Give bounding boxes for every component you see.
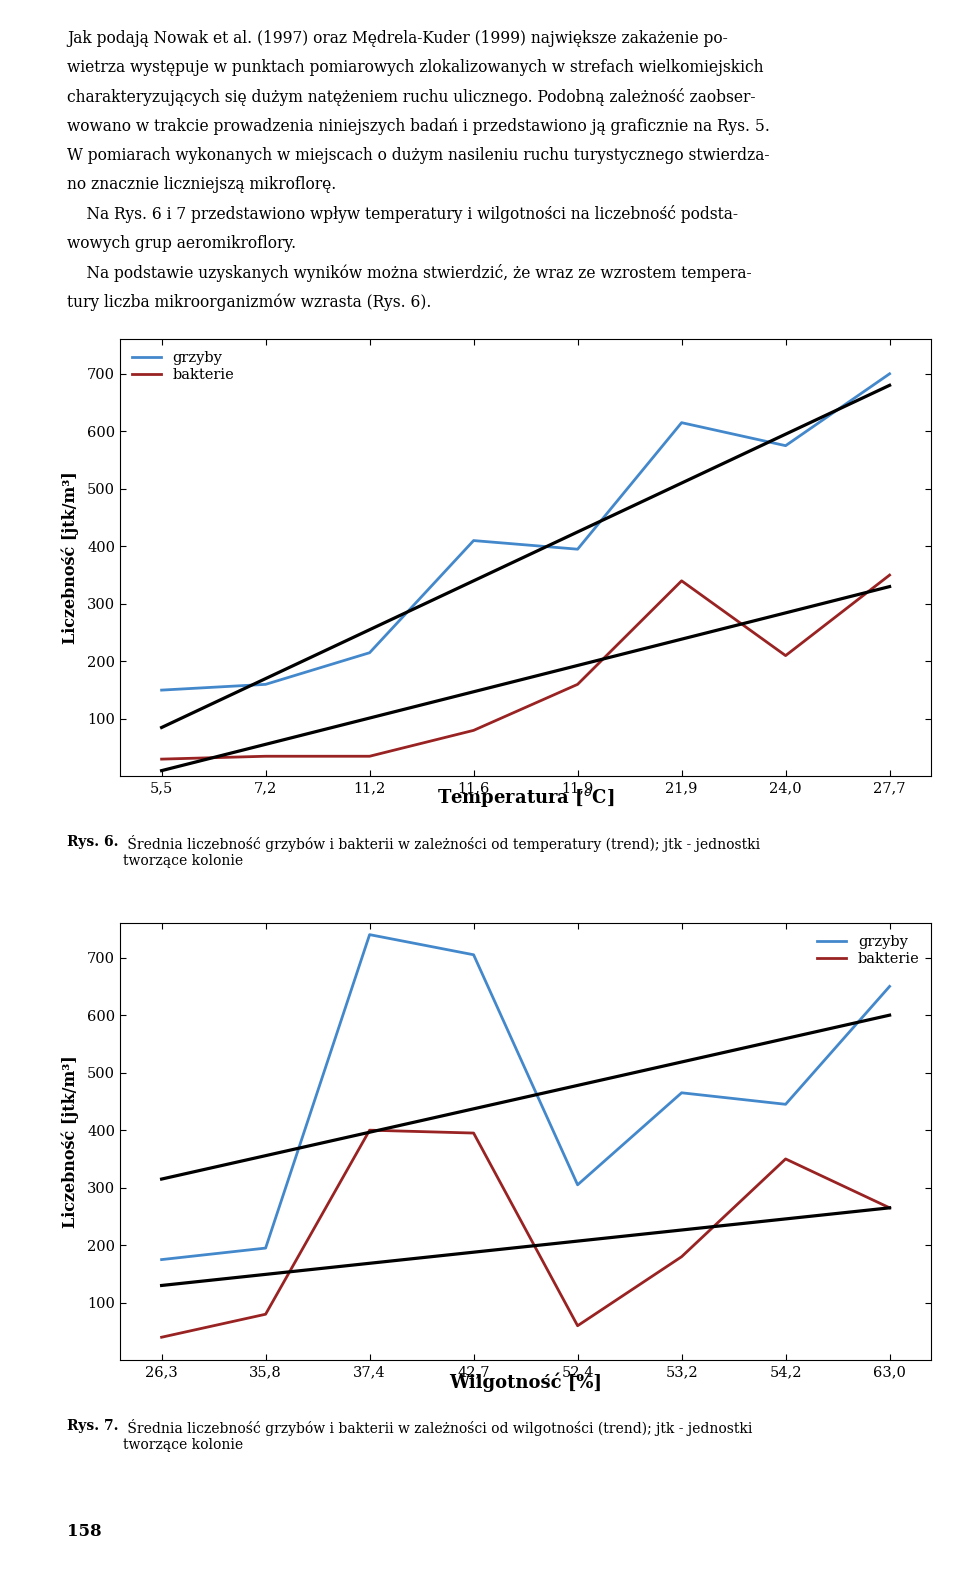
grzyby [468, 532, 479, 551]
bakterie [676, 1247, 687, 1266]
grzyby [676, 413, 687, 432]
Text: Na Rys. 6 i 7 przedstawiono wpływ temperatury i wilgotności na liczebność podsta: Na Rys. 6 i 7 przedstawiono wpływ temper… [67, 205, 738, 222]
grzyby [780, 1095, 791, 1114]
grzyby [780, 436, 791, 454]
bakterie [572, 1316, 584, 1335]
bakterie [260, 746, 272, 765]
Text: Rys. 6.: Rys. 6. [67, 835, 119, 849]
Text: 158: 158 [67, 1523, 102, 1540]
bakterie [572, 675, 584, 694]
grzyby [156, 680, 167, 699]
grzyby [572, 1176, 584, 1195]
grzyby [468, 945, 479, 964]
Text: no znacznie liczniejszą mikroflorę.: no znacznie liczniejszą mikroflorę. [67, 177, 336, 194]
Y-axis label: Liczebność [jtk/m³]: Liczebność [jtk/m³] [61, 1056, 79, 1228]
Line: bakterie: bakterie [161, 574, 890, 759]
Text: charakteryzujących się dużym natężeniem ruchu ulicznego. Podobną zależność zaobs: charakteryzujących się dużym natężeniem … [67, 88, 756, 106]
Text: Jak podają Nowak et al. (1997) oraz Mędrela-Kuder (1999) największe zakażenie po: Jak podają Nowak et al. (1997) oraz Mędr… [67, 30, 728, 47]
grzyby [364, 925, 375, 944]
Text: Rys. 7.: Rys. 7. [67, 1419, 119, 1433]
bakterie [364, 1120, 375, 1139]
Line: grzyby: grzyby [161, 934, 890, 1259]
Text: Średnia liczebność grzybów i bakterii w zależności od temperatury (trend); jtk -: Średnia liczebność grzybów i bakterii w … [123, 835, 760, 868]
bakterie [260, 1305, 272, 1324]
Legend: grzyby, bakterie: grzyby, bakterie [812, 931, 924, 970]
Y-axis label: Liczebność [jtk/m³]: Liczebność [jtk/m³] [61, 472, 79, 644]
grzyby [572, 540, 584, 559]
Line: grzyby: grzyby [161, 374, 890, 690]
Text: W pomiarach wykonanych w miejscach o dużym nasileniu ruchu turystycznego stwierd: W pomiarach wykonanych w miejscach o duż… [67, 147, 770, 164]
Text: Temperatura [$^{o}$C]: Temperatura [$^{o}$C] [437, 787, 614, 810]
Line: bakterie: bakterie [161, 1130, 890, 1337]
grzyby [260, 1239, 272, 1258]
grzyby [676, 1084, 687, 1103]
bakterie [156, 750, 167, 768]
bakterie [884, 1198, 896, 1217]
bakterie [780, 1149, 791, 1168]
grzyby [364, 644, 375, 663]
Text: wowano w trakcie prowadzenia niniejszych badań i przedstawiono ją graficznie na : wowano w trakcie prowadzenia niniejszych… [67, 118, 770, 134]
bakterie [884, 565, 896, 584]
bakterie [156, 1327, 167, 1346]
grzyby [884, 365, 896, 383]
bakterie [676, 571, 687, 590]
bakterie [780, 645, 791, 664]
Text: Wilgotność [%]: Wilgotność [%] [449, 1373, 602, 1392]
Text: tury liczba mikroorganizmów wzrasta (Rys. 6).: tury liczba mikroorganizmów wzrasta (Rys… [67, 294, 432, 311]
Text: wowych grup aeromikroflory.: wowych grup aeromikroflory. [67, 235, 297, 252]
Text: Na podstawie uzyskanych wyników można stwierdzić, że wraz ze wzrostem tempera-: Na podstawie uzyskanych wyników można st… [67, 264, 752, 282]
bakterie [364, 746, 375, 765]
Text: wietrza występuje w punktach pomiarowych zlokalizowanych w strefach wielkomiejsk: wietrza występuje w punktach pomiarowych… [67, 58, 764, 76]
Text: Średnia liczebność grzybów i bakterii w zależności od wilgotności (trend); jtk -: Średnia liczebność grzybów i bakterii w … [123, 1419, 753, 1452]
Legend: grzyby, bakterie: grzyby, bakterie [128, 347, 239, 387]
bakterie [468, 721, 479, 740]
grzyby [156, 1250, 167, 1269]
bakterie [468, 1124, 479, 1142]
grzyby [884, 977, 896, 996]
grzyby [260, 675, 272, 694]
